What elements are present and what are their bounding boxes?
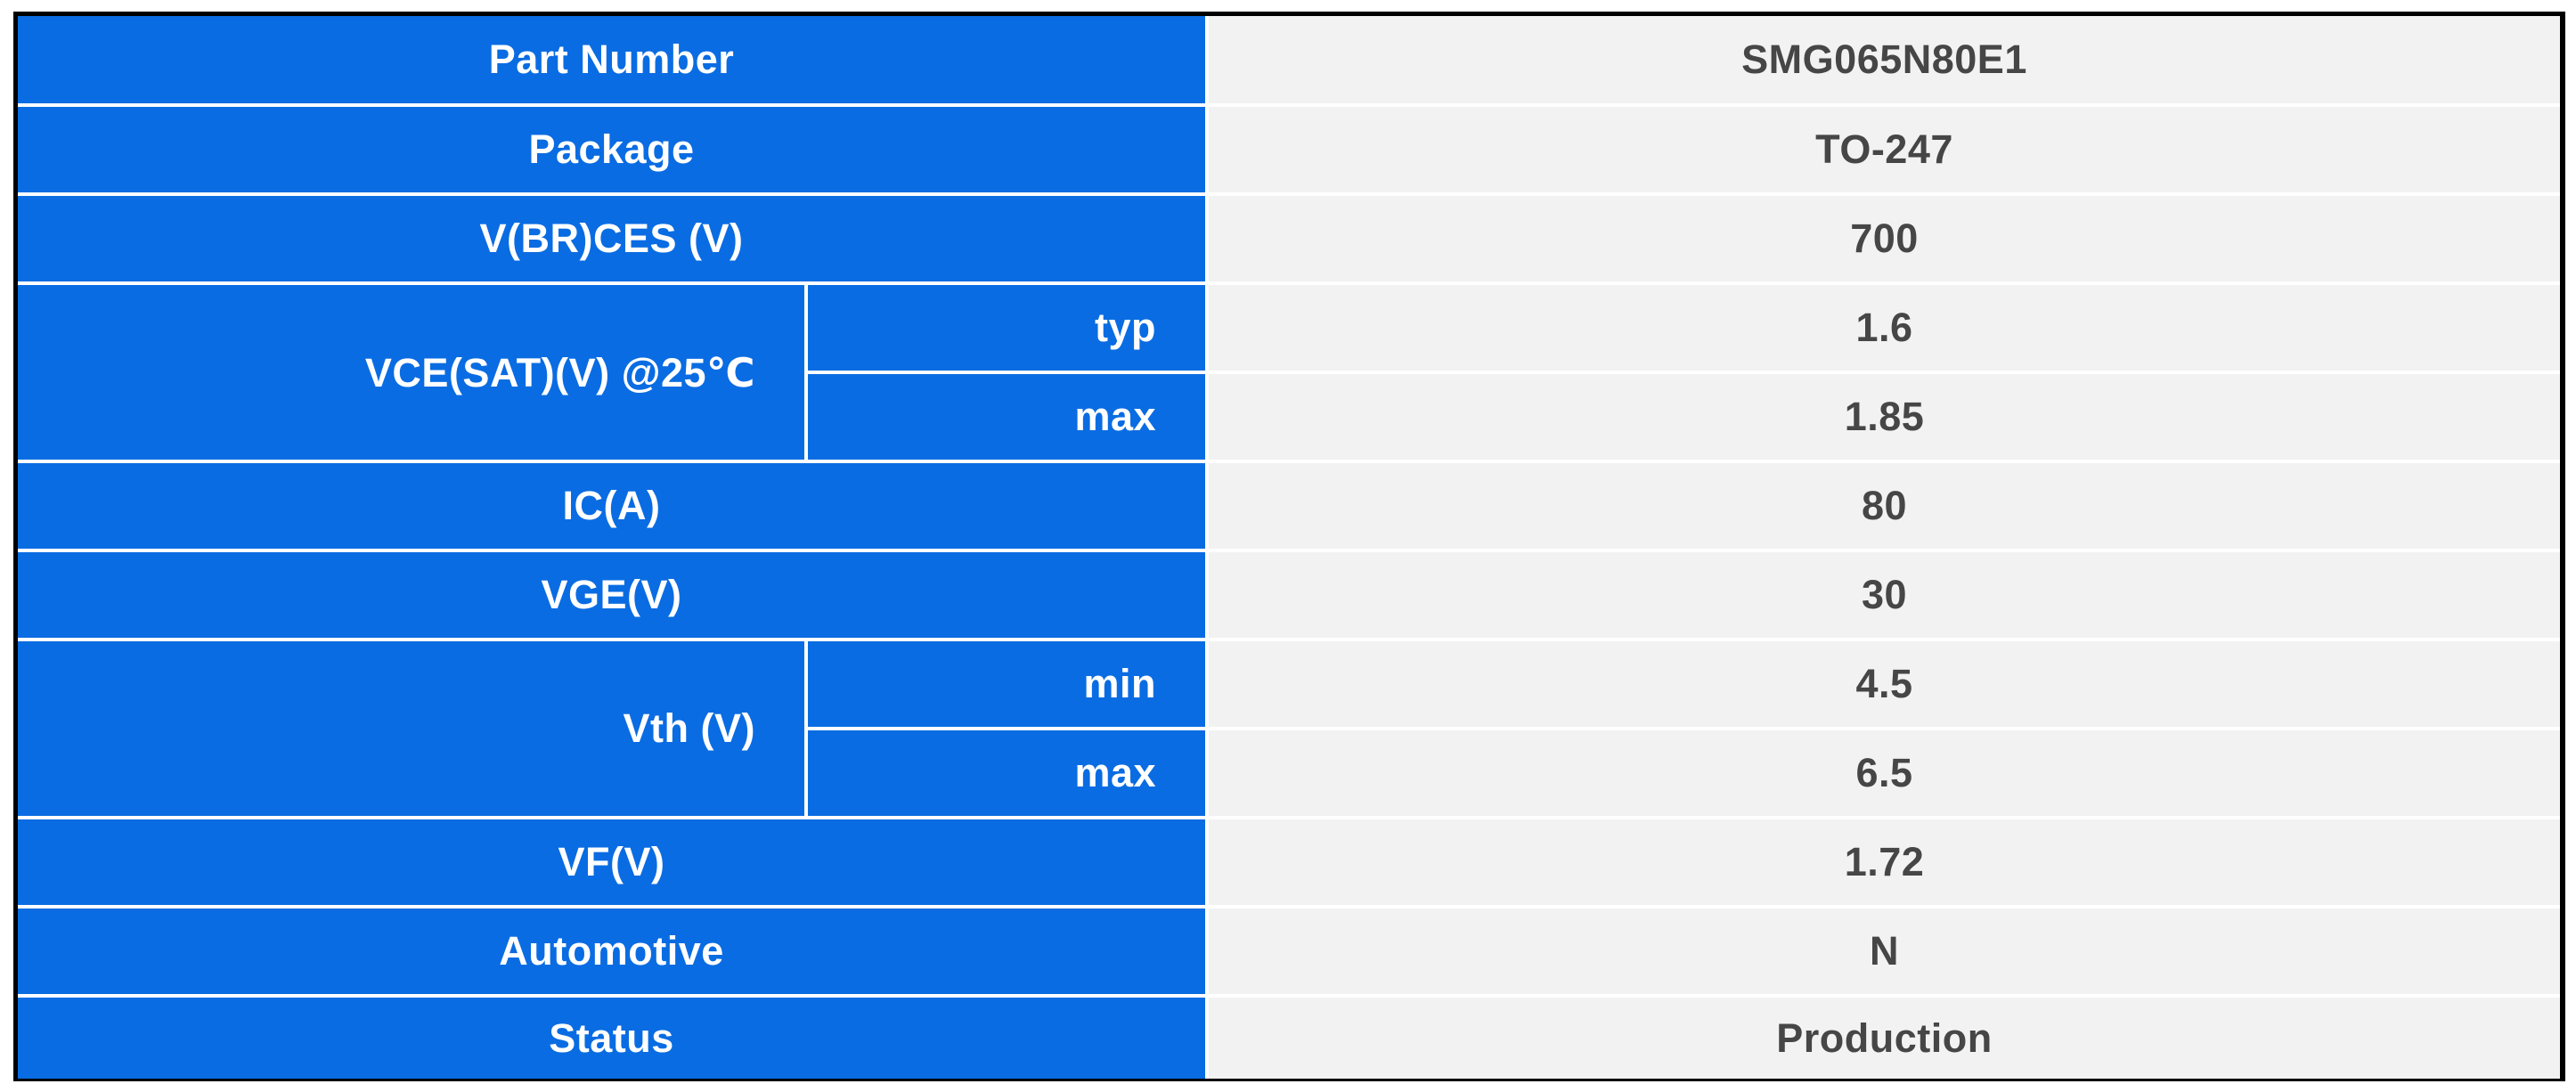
row-value-cell: TO-247 xyxy=(1205,103,2561,196)
row-label-cell: V(BR)CES (V) xyxy=(18,192,1210,285)
row-value-cell: SMG065N80E1 xyxy=(1205,16,2561,107)
sub-label-cell: max xyxy=(803,371,1210,463)
spec-table: Part Number SMG065N80E1 Package TO-247 V… xyxy=(18,16,2561,1079)
sub-label-cell: min xyxy=(803,638,1210,730)
table-row-automotive: Automotive N xyxy=(18,905,2561,998)
row-label-cell: Package xyxy=(18,103,1210,196)
row-value-cell: 1.72 xyxy=(1205,816,2561,909)
row-value-cell: 80 xyxy=(1205,460,2561,552)
table-row-status: Status Production xyxy=(18,994,2561,1079)
row-value-cell: 6.5 xyxy=(1205,727,2561,819)
row-value-cell: 30 xyxy=(1205,549,2561,641)
group-label-cell: VCE(SAT)(V) @25℃ xyxy=(18,281,808,463)
table-row-vth-min: Vth (V) min 4.5 xyxy=(18,638,2561,819)
table-row-ic: IC(A) 80 xyxy=(18,460,2561,552)
table-row-vcesat-max: max 1.85 xyxy=(18,371,2561,463)
row-value-cell: 1.85 xyxy=(1205,371,2561,463)
row-value-cell: Production xyxy=(1205,994,2561,1079)
table-row-vf: VF(V) 1.72 xyxy=(18,816,2561,909)
spec-table-frame: Part Number SMG065N80E1 Package TO-247 V… xyxy=(13,12,2566,1081)
row-label-cell: Automotive xyxy=(18,905,1210,998)
sub-label-cell: typ xyxy=(803,281,1210,374)
row-label-cell: Part Number xyxy=(18,16,1210,107)
group-label-cell: Vth (V) xyxy=(18,638,808,819)
row-label-cell: VGE(V) xyxy=(18,549,1210,641)
table-row-vth-max: max 6.5 xyxy=(18,727,2561,819)
row-label-cell: IC(A) xyxy=(18,460,1210,552)
row-value-cell: N xyxy=(1205,905,2561,998)
table-row-vcesat-typ: VCE(SAT)(V) @25℃ typ 1.6 xyxy=(18,281,2561,463)
table-row-vbrces: V(BR)CES (V) 700 xyxy=(18,192,2561,285)
row-value-cell: 4.5 xyxy=(1205,638,2561,730)
row-value-cell: 1.6 xyxy=(1205,281,2561,374)
table-row-vge: VGE(V) 30 xyxy=(18,549,2561,641)
table-row-part-number: Part Number SMG065N80E1 xyxy=(18,16,2561,107)
table-row-package: Package TO-247 xyxy=(18,103,2561,196)
row-value-cell: 700 xyxy=(1205,192,2561,285)
sub-label-cell: max xyxy=(803,727,1210,819)
row-label-cell: Status xyxy=(18,994,1210,1079)
row-label-cell: VF(V) xyxy=(18,816,1210,909)
